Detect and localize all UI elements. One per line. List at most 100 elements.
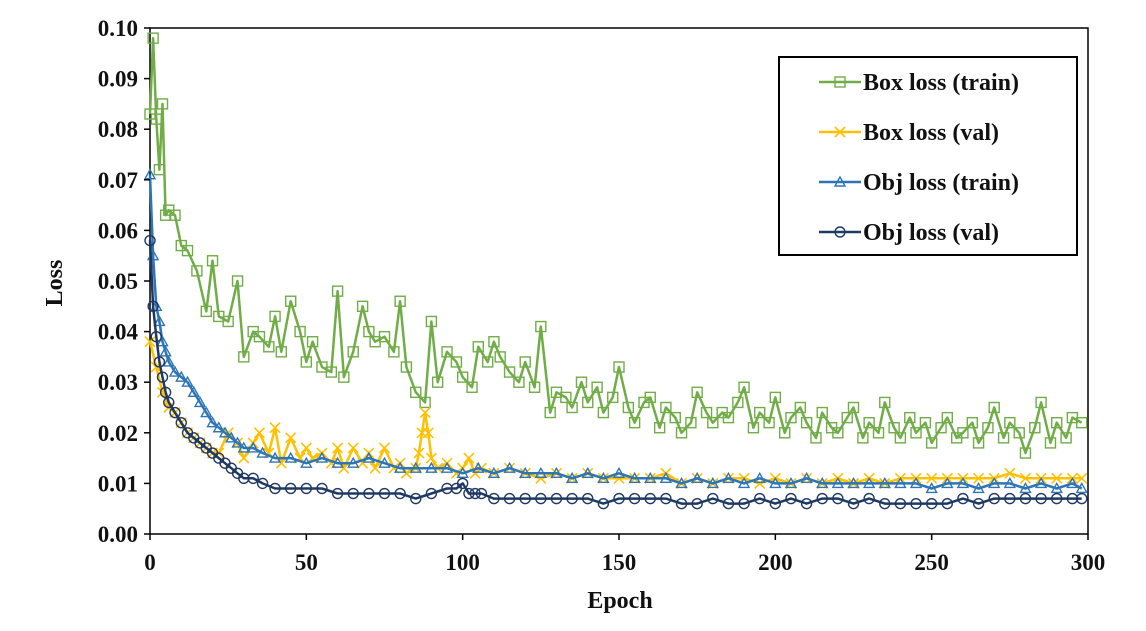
data-point [597, 497, 610, 510]
legend-label: Box loss (val) [863, 120, 999, 146]
data-point [1060, 432, 1072, 444]
data-point [738, 381, 750, 393]
data-point [659, 471, 673, 484]
legend-item: Box loss (val) [819, 120, 999, 146]
data-point [200, 305, 212, 318]
data-point [218, 426, 232, 438]
data-point [956, 476, 970, 489]
data-point [575, 376, 588, 388]
data-point [972, 437, 985, 449]
legend-swatch-marker [834, 76, 846, 88]
data-point [422, 427, 434, 439]
data-point [863, 416, 875, 429]
data-point [316, 482, 328, 495]
data-point [707, 492, 719, 505]
data-point [566, 492, 578, 505]
data-point [156, 335, 169, 347]
data-point [347, 442, 359, 454]
data-point [1019, 472, 1032, 484]
data-point [269, 482, 281, 495]
data-point [187, 385, 200, 398]
data-point [832, 427, 844, 439]
data-point [644, 492, 656, 505]
data-point [256, 446, 269, 458]
data-point [410, 492, 422, 505]
data-point [957, 427, 969, 439]
data-point [294, 325, 306, 338]
data-point [225, 431, 238, 443]
data-point [394, 295, 406, 307]
data-point [1004, 416, 1016, 429]
x-tick-label: 50 [295, 550, 318, 575]
data-point [456, 466, 469, 478]
x-tick-label: 200 [758, 550, 793, 575]
data-point [147, 300, 159, 312]
data-point [582, 492, 594, 505]
data-point [872, 427, 885, 439]
data-point [1050, 482, 1063, 494]
y-tick-label: 0.09 [98, 67, 138, 92]
data-point [338, 462, 350, 474]
data-point [910, 427, 922, 439]
data-point [857, 432, 869, 444]
data-point [535, 320, 547, 333]
data-point [200, 406, 213, 418]
y-tick-label: 0.07 [98, 168, 138, 193]
data-point [169, 406, 181, 419]
data-point [191, 265, 203, 277]
data-point [628, 416, 641, 429]
data-point [419, 396, 431, 409]
data-point [300, 482, 313, 495]
data-point [168, 365, 182, 377]
data-point [550, 492, 563, 505]
data-point [503, 492, 516, 505]
data-point [941, 476, 954, 489]
data-point [1076, 492, 1088, 505]
data-point [1051, 472, 1063, 484]
data-point [356, 300, 369, 312]
data-point [1029, 422, 1041, 434]
data-point [253, 427, 265, 439]
data-point [1004, 467, 1016, 479]
data-point [400, 361, 413, 373]
data-point [156, 98, 169, 110]
data-point [332, 442, 344, 454]
data-point [769, 391, 782, 404]
data-point [653, 422, 666, 434]
data-point [150, 330, 162, 343]
data-point [400, 467, 412, 479]
data-point [669, 411, 681, 424]
legend-label: Box loss (train) [863, 70, 1019, 96]
data-point [988, 492, 1000, 505]
data-point [143, 168, 157, 180]
data-point [253, 330, 266, 343]
data-point [440, 461, 454, 473]
data-point [1004, 492, 1016, 505]
data-point [256, 477, 269, 490]
data-point [1013, 427, 1025, 439]
y-tick-label: 0.01 [98, 471, 138, 496]
data-point [378, 442, 391, 454]
data-point [231, 436, 244, 448]
data-point [675, 427, 688, 439]
data-point [707, 416, 719, 429]
data-point [441, 346, 453, 358]
data-point [747, 422, 760, 434]
legend-label: Obj loss (train) [863, 170, 1019, 196]
data-point [425, 461, 438, 473]
data-point [263, 341, 275, 353]
data-point [675, 476, 688, 489]
data-point [612, 466, 626, 478]
series-layer [143, 32, 1088, 510]
legend-swatch-marker [834, 126, 846, 138]
data-point [800, 416, 813, 429]
data-point [732, 396, 744, 409]
data-point [1075, 482, 1088, 494]
data-point [425, 315, 438, 328]
data-point [597, 471, 610, 484]
data-point [175, 416, 187, 429]
y-tick-label: 0.03 [98, 370, 138, 395]
data-point [613, 492, 625, 505]
data-point [175, 370, 188, 382]
data-point [409, 461, 422, 473]
